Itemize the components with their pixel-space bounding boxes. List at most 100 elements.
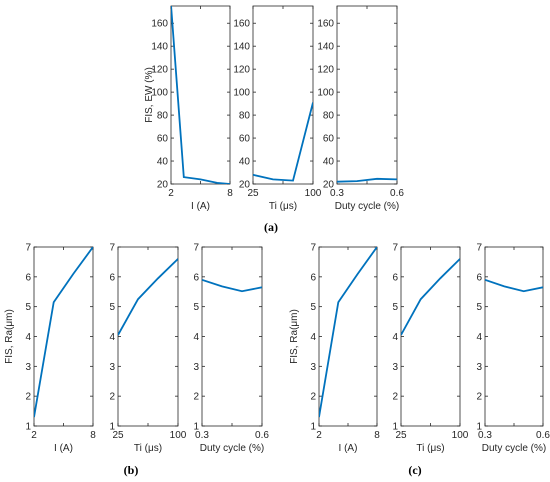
- y-tick-label: 7: [25, 243, 31, 254]
- y-tick-label: 3: [25, 362, 31, 373]
- y-tick-label: 20: [323, 180, 335, 191]
- y-tick-label: 4: [392, 332, 398, 343]
- y-axis-label: FIS, EW (%): [144, 67, 155, 123]
- series-line: [319, 247, 377, 418]
- y-tick-label: 5: [25, 302, 31, 313]
- x-axis-label: I (A): [54, 443, 73, 454]
- x-axis-label: I (A): [191, 201, 210, 212]
- y-tick-label: 2: [476, 392, 482, 403]
- y-tick-label: 1: [476, 422, 482, 433]
- y-tick-label: 7: [476, 243, 482, 254]
- y-tick-label: 4: [25, 332, 31, 343]
- plot-area: [117, 246, 179, 427]
- plot-area: [400, 246, 461, 427]
- y-tick-label: 2: [25, 392, 31, 403]
- y-tick-label: 140: [233, 42, 250, 53]
- y-tick-label: 1: [392, 422, 398, 433]
- subfigure-caption: (a): [264, 220, 278, 234]
- y-tick-label: 5: [310, 302, 316, 313]
- x-axis-label: Ti (μs): [134, 443, 162, 454]
- y-tick-label: 4: [310, 332, 316, 343]
- subplot-b-3: 1 2 3 4 5 6 7 0.3 0.6 Duty cycle (%): [193, 243, 269, 455]
- subplot-c-3: 1 2 3 4 5 6 7 0.3 0.6 Duty cycle (%): [476, 243, 550, 455]
- series-line: [401, 258, 460, 336]
- y-tick-label: 7: [310, 243, 316, 254]
- y-tick-label: 100: [151, 88, 168, 99]
- x-tick-label: 100: [452, 430, 469, 441]
- y-tick-label: 6: [310, 272, 316, 283]
- y-tick-label: 20: [157, 180, 169, 191]
- y-tick-label: 80: [323, 111, 335, 122]
- y-tick-label: 40: [239, 157, 251, 168]
- series-line: [253, 102, 313, 182]
- subfigure-caption: (c): [408, 463, 421, 477]
- x-axis-label: Duty cycle (%): [200, 443, 264, 454]
- x-tick-label: 2: [316, 430, 322, 441]
- x-axis-label: I (A): [339, 443, 358, 454]
- y-tick-label: 140: [151, 42, 168, 53]
- y-tick-label: 6: [476, 272, 482, 283]
- x-tick-label: 0.6: [255, 430, 269, 441]
- y-tick-label: 2: [109, 392, 115, 403]
- y-tick-label: 3: [109, 362, 115, 373]
- subfigure-caption: (b): [124, 463, 139, 477]
- y-tick-label: 7: [392, 243, 398, 254]
- subplot-a-3: 20 40 60 80 100 120 140 160 0.3 0.6 Duty cycle (%): [317, 5, 404, 212]
- plot-area: [201, 246, 263, 427]
- y-tick-label: 2: [310, 392, 316, 403]
- y-tick-label: 4: [193, 332, 199, 343]
- y-tick-label: 100: [317, 88, 334, 99]
- subplot-c-2: 1 2 3 4 5 6 7 25 100 Ti (μs): [392, 243, 468, 455]
- x-tick-label: 25: [112, 430, 124, 441]
- y-tick-label: 5: [193, 302, 199, 313]
- y-tick-label: 4: [109, 332, 115, 343]
- subplot-b-2: 1 2 3 4 5 6 7 25 100 Ti (μs): [109, 243, 186, 455]
- y-tick-label: 2: [392, 392, 398, 403]
- y-tick-label: 5: [109, 302, 115, 313]
- y-tick-label: 5: [476, 302, 482, 313]
- y-tick-label: 60: [157, 134, 169, 145]
- y-tick-label: 60: [323, 134, 335, 145]
- y-tick-label: 160: [317, 19, 334, 30]
- x-tick-label: 0.6: [536, 430, 550, 441]
- x-tick-label: 25: [395, 430, 407, 441]
- y-tick-label: 120: [317, 65, 334, 76]
- y-tick-label: 6: [392, 272, 398, 283]
- x-tick-label: 0.3: [195, 430, 209, 441]
- series-line: [171, 6, 230, 184]
- y-tick-label: 2: [193, 392, 199, 403]
- y-tick-label: 120: [151, 65, 168, 76]
- subplot-a-1: 20 40 60 80 100 120 140 160 2 8 I (A): [151, 5, 233, 212]
- y-tick-label: 1: [193, 422, 199, 433]
- y-tick-label: 120: [233, 65, 250, 76]
- y-tick-label: 6: [25, 272, 31, 283]
- y-tick-label: 40: [323, 157, 335, 168]
- x-tick-label: 0.3: [330, 188, 344, 199]
- y-tick-label: 1: [310, 422, 316, 433]
- series-line: [337, 177, 397, 183]
- x-axis-label: Ti (μs): [269, 201, 297, 212]
- y-tick-label: 7: [193, 243, 199, 254]
- x-tick-label: 25: [247, 188, 259, 199]
- y-tick-label: 1: [109, 422, 115, 433]
- y-tick-label: 7: [109, 243, 115, 254]
- plot-area: [33, 246, 94, 427]
- x-tick-label: 0.6: [390, 188, 404, 199]
- plot-area: [252, 5, 314, 185]
- x-tick-label: 0.3: [478, 430, 492, 441]
- y-tick-label: 80: [239, 111, 251, 122]
- x-tick-label: 8: [90, 430, 96, 441]
- y-tick-label: 80: [157, 111, 169, 122]
- x-tick-label: 8: [374, 430, 380, 441]
- x-tick-label: 100: [305, 188, 322, 199]
- series-line: [118, 258, 178, 336]
- y-tick-label: 140: [317, 42, 334, 53]
- y-tick-label: 6: [193, 272, 199, 283]
- y-tick-label: 6: [109, 272, 115, 283]
